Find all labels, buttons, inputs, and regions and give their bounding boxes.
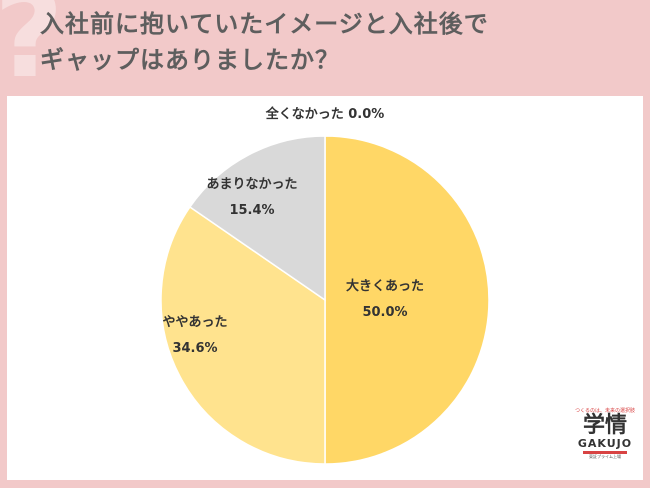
slice-value-1: 50.0%: [362, 305, 407, 320]
pie-slice-3: [188, 135, 326, 302]
pie-chart: 大きくあった 50.0% ややあった 34.6% あまりなかった 15.4% 全くなかった …: [160, 106, 490, 465]
slice-label-4: 全くなかった 0.0%: [265, 106, 385, 122]
slice-category-2: ややあった: [162, 315, 227, 330]
gakujo-logo: つくるのは、未来の選択肢 学情 GAKUJO 東証プライム上場: [575, 407, 635, 475]
logo-name-en: GAKUJO: [577, 437, 633, 450]
chart-card: 大きくあった 50.0% ややあった 34.6% あまりなかった 15.4% 全くなかった …: [7, 96, 643, 480]
title-line-1: 入社前に抱いていたイメージと入社後で: [40, 10, 489, 38]
logo-bar: [583, 451, 627, 454]
slice-category-3: あまりなかった: [206, 177, 297, 192]
slice-value-3: 15.4%: [229, 203, 274, 218]
slice-category-1: 大きくあった: [346, 278, 424, 294]
pie-slice-1: [324, 135, 490, 465]
decorative-question-mark: ?: [0, 0, 64, 105]
logo-name: 学情: [582, 413, 627, 438]
logo-sub: 東証プライム上場: [589, 454, 621, 459]
pie-slice-2: [160, 205, 326, 465]
logo-tagline: つくるのは、未来の選択肢: [575, 408, 635, 414]
slice-value-2: 34.6%: [172, 341, 217, 356]
page-title: 入社前に抱いていたイメージと入社後で ギャップはありましたか？: [40, 6, 640, 78]
title-line-2: ギャップはありましたか？: [40, 46, 340, 74]
